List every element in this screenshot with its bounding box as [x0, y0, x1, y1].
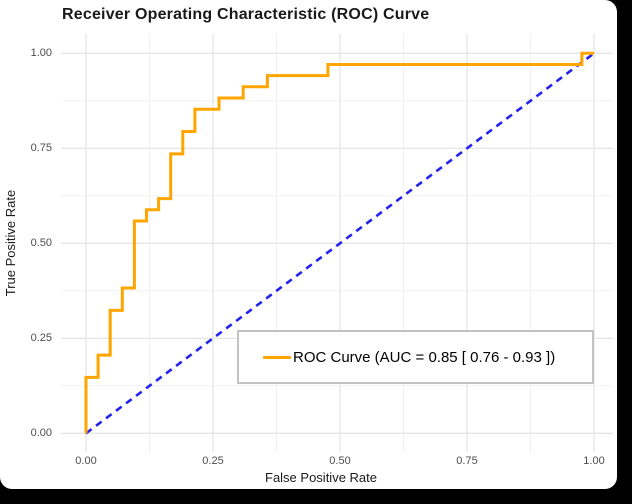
plot-sheet	[0, 0, 617, 489]
legend-box: ROC Curve (AUC = 0.85 [ 0.76 - 0.93 ])	[237, 330, 594, 384]
chance-diagonal-line	[85, 52, 595, 435]
plot-panel	[61, 34, 613, 452]
x-tick-label: 0.00	[75, 455, 97, 467]
y-tick-label: 0.00	[30, 427, 52, 440]
y-axis-title-text: True Positive Rate	[3, 189, 18, 297]
legend-label: ROC Curve (AUC = 0.85 [ 0.76 - 0.93 ])	[293, 348, 556, 366]
y-tick-label: 1.00	[30, 47, 52, 60]
x-tick-label: 0.50	[329, 455, 351, 467]
x-axis-title: False Positive Rate	[265, 470, 377, 485]
chart-title: Receiver Operating Characteristic (ROC) …	[62, 6, 430, 23]
x-tick-label: 1.00	[583, 455, 605, 467]
y-tick-label: 0.50	[30, 237, 52, 250]
x-tick-label: 0.25	[202, 455, 224, 467]
y-tick-label: 0.75	[30, 142, 52, 155]
roc-curve-line	[84, 51, 594, 434]
x-tick-label: 0.75	[456, 455, 478, 467]
y-tick-label: 0.25	[30, 332, 52, 345]
roc-line-legend-swatch	[263, 355, 291, 359]
y-axis-title: True Positive Rate	[3, 137, 18, 296]
